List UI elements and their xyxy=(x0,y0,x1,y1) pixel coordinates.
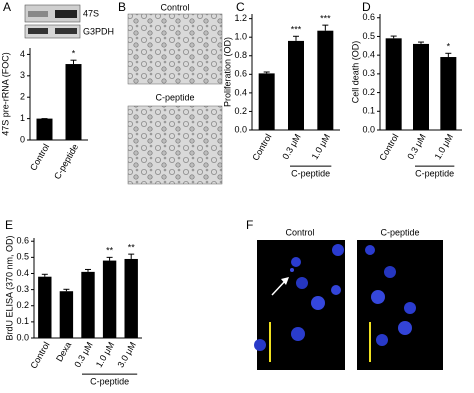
y-tick-label: 0.0 xyxy=(16,332,29,342)
bar xyxy=(81,271,95,338)
bar xyxy=(38,276,52,338)
x-tick-label: 0.3 μM xyxy=(280,132,303,161)
y-tick-label: 0.5 xyxy=(16,252,29,262)
panel-letter: A xyxy=(3,0,11,14)
x-tick-label: Control xyxy=(377,132,400,162)
y-tick-label: 0.6 xyxy=(234,69,247,79)
y-tick-label: 1.0 xyxy=(234,32,247,42)
significance: ** xyxy=(128,243,136,253)
bar xyxy=(413,43,429,130)
y-tick-label: 0.0 xyxy=(234,124,247,134)
x-tick-label: 3.0 μM xyxy=(115,340,138,369)
y-tick-label: 1 xyxy=(20,113,25,123)
image-label: C-peptide xyxy=(380,227,419,237)
y-tick-label: 0 xyxy=(20,134,25,144)
x-tick-label: Control xyxy=(250,132,273,162)
blot-label: 47S xyxy=(83,8,99,18)
group-label: C-peptide xyxy=(90,376,129,386)
image-label: C-peptide xyxy=(155,92,194,102)
bar xyxy=(36,118,53,140)
panel-letter: E xyxy=(5,218,13,232)
bar xyxy=(59,291,74,338)
panel-letter: D xyxy=(362,0,371,14)
x-tick-label: 0.3 μM xyxy=(72,340,95,369)
x-tick-label: Control xyxy=(28,340,51,370)
y-tick-label: 0.5 xyxy=(362,31,375,41)
y-tick-label: 1.2 xyxy=(234,13,247,23)
y-tick-label: 0.3 xyxy=(362,68,375,78)
image-label: Control xyxy=(160,2,189,12)
panel-letter: F xyxy=(246,218,253,232)
micrograph xyxy=(127,105,223,185)
y-axis-label: Proliferation (OD) xyxy=(222,37,232,107)
group-label: C-peptide xyxy=(291,168,330,178)
y-tick-label: 0.2 xyxy=(362,87,375,97)
y-axis-label: BrdU ELISA (370 nm, OD) xyxy=(4,235,14,340)
x-tick-label: C-peptide xyxy=(52,142,80,181)
group-label: C-peptide xyxy=(415,168,454,178)
bar xyxy=(440,57,457,130)
y-tick-label: 0.0 xyxy=(362,124,375,134)
bar xyxy=(288,40,304,130)
x-tick-label: 1.0 μM xyxy=(94,340,117,369)
y-tick-label: 2 xyxy=(20,92,25,102)
x-tick-label: 1.0 μM xyxy=(433,132,456,161)
panel-letter: C xyxy=(236,0,245,14)
x-tick-label: 0.3 μM xyxy=(405,132,428,161)
y-tick-label: 0.2 xyxy=(234,106,247,116)
bar xyxy=(102,260,117,338)
bar xyxy=(65,64,82,140)
y-axis-label: 47S pre-rRNA (FOC) xyxy=(0,52,10,136)
fluorescence-image xyxy=(357,240,443,370)
fluorescence-image xyxy=(254,240,345,370)
bar xyxy=(124,258,138,338)
blot-label: G3PDH xyxy=(83,26,114,36)
y-tick-label: 4 xyxy=(20,49,25,59)
y-tick-label: 0.1 xyxy=(362,106,375,116)
micrograph xyxy=(127,13,223,85)
western-blot xyxy=(24,4,81,39)
bar xyxy=(317,30,334,130)
x-tick-label: 1.0 μM xyxy=(310,132,333,161)
significance: *** xyxy=(291,25,302,35)
y-axis-label: Cell death (OD) xyxy=(350,41,360,104)
bar xyxy=(258,73,275,130)
x-tick-label: Dexa xyxy=(54,340,73,363)
y-tick-label: 0.4 xyxy=(16,268,29,278)
significance: * xyxy=(72,49,76,59)
significance: *** xyxy=(320,14,331,24)
y-tick-label: 3 xyxy=(20,70,25,80)
panel-letter: B xyxy=(118,0,126,14)
y-tick-label: 0.1 xyxy=(16,316,29,326)
significance: * xyxy=(447,42,451,52)
image-label: Control xyxy=(285,227,314,237)
y-tick-label: 0.4 xyxy=(234,87,247,97)
y-tick-label: 0.3 xyxy=(16,284,29,294)
x-tick-label: Control xyxy=(28,142,51,172)
y-tick-label: 0.2 xyxy=(16,300,29,310)
y-tick-label: 0.6 xyxy=(16,236,29,246)
y-tick-label: 0.8 xyxy=(234,50,247,60)
bar xyxy=(385,38,402,130)
y-tick-label: 0.4 xyxy=(362,50,375,60)
y-tick-label: 0.6 xyxy=(362,12,375,22)
significance: ** xyxy=(106,246,114,256)
